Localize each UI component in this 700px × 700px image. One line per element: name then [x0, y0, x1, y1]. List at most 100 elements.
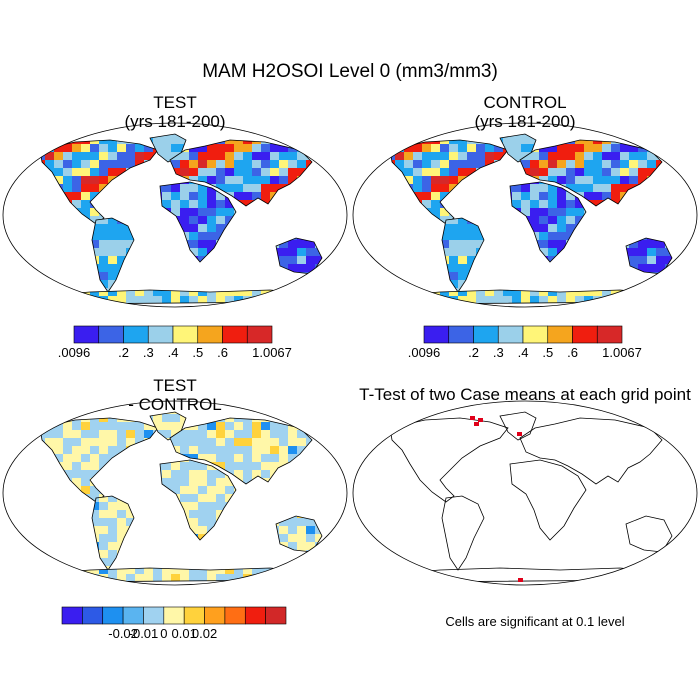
- grid-cell: [171, 208, 181, 217]
- grid-cell: [54, 152, 64, 161]
- grid-cell: [45, 120, 54, 128]
- grid-cell: [45, 184, 54, 192]
- grid-cell: [288, 224, 297, 232]
- grid-cell: [99, 200, 108, 208]
- grid-cell: [63, 272, 72, 280]
- grid-cell: [261, 128, 270, 136]
- grid-cell: [27, 152, 36, 160]
- grid-cell: [45, 184, 54, 192]
- grid-cell: [297, 280, 306, 288]
- grid-cell: [160, 208, 163, 217]
- grid-cell: [72, 280, 81, 288]
- grid-cell: [135, 176, 144, 184]
- grid-cell: [333, 264, 342, 272]
- grid-cell: [207, 232, 217, 241]
- grid-cell: [0, 256, 9, 264]
- grid-cell: [189, 264, 198, 272]
- grid-cell: [135, 232, 144, 240]
- grid-cell: [126, 280, 135, 288]
- grid-cell: [333, 296, 342, 304]
- grid-cell: [162, 216, 171, 224]
- grid-cell: [18, 216, 27, 224]
- grid-cell: [252, 304, 261, 312]
- grid-cell: [243, 272, 252, 280]
- grid-cell: [243, 248, 252, 256]
- grid-cell: [72, 232, 81, 240]
- grid-cell: [162, 176, 171, 184]
- grid-cell: [36, 144, 45, 152]
- grid-cell: [72, 248, 81, 256]
- grid-cell: [54, 208, 63, 216]
- grid-cell: [27, 232, 36, 240]
- grid-cell: [306, 168, 312, 177]
- grid-cell: [306, 136, 315, 144]
- grid-cell: [279, 224, 288, 232]
- grid-cell: [171, 120, 180, 128]
- grid-cell: [54, 136, 63, 144]
- grid-cell: [153, 128, 162, 136]
- grid-cell: [270, 216, 279, 224]
- grid-cell: [81, 272, 90, 280]
- grid-cell: [153, 168, 162, 176]
- grid-cell: [9, 192, 18, 200]
- grid-cell: [63, 304, 72, 312]
- grid-cell: [45, 176, 54, 184]
- grid-cell: [36, 304, 45, 312]
- grid-cell: [207, 272, 216, 280]
- grid-cell: [225, 224, 235, 233]
- grid-cell: [306, 184, 315, 192]
- grid-cell: [153, 200, 158, 209]
- grid-cell: [9, 232, 18, 240]
- grid-cell: [189, 168, 199, 177]
- grid-cell: [126, 200, 136, 209]
- grid-cell: [243, 208, 252, 216]
- grid-cell: [189, 280, 198, 288]
- grid-cell: [288, 272, 297, 280]
- grid-cell: [0, 144, 9, 152]
- grid-cell: [225, 256, 235, 262]
- grid-cell: [306, 304, 315, 312]
- grid-cell: [252, 216, 261, 224]
- grid-cell: [324, 280, 333, 288]
- grid-cell: [81, 224, 90, 232]
- grid-cell: [18, 264, 27, 272]
- grid-cell: [18, 152, 27, 160]
- grid-cell: [72, 224, 81, 232]
- grid-cell: [171, 216, 181, 225]
- grid-cell: [135, 176, 145, 185]
- grid-cell: [207, 280, 216, 288]
- grid-cell: [9, 200, 18, 208]
- grid-cell: [0, 152, 9, 160]
- grid-cell: [288, 184, 298, 193]
- grid-cell: [279, 296, 288, 304]
- grid-cell: [234, 272, 243, 280]
- grid-cell: [126, 256, 135, 264]
- grid-cell: [306, 176, 315, 184]
- grid-cell: [63, 272, 72, 280]
- grid-cell: [99, 200, 108, 208]
- grid-cell: [324, 224, 333, 232]
- grid-cell: [306, 184, 315, 192]
- grid-cell: [45, 248, 54, 256]
- grid-cell: [144, 160, 154, 169]
- grid-cell: [27, 152, 36, 160]
- grid-cell: [306, 296, 315, 304]
- grid-cell: [135, 224, 144, 232]
- grid-cell: [171, 304, 180, 312]
- grid-cell: [333, 304, 342, 312]
- grid-cell: [27, 296, 36, 304]
- grid-cell: [252, 216, 261, 224]
- grid-cell: [45, 232, 54, 240]
- grid-cell: [279, 208, 288, 216]
- grid-cell: [153, 168, 162, 176]
- grid-cell: [297, 304, 306, 312]
- grid-cell: [306, 296, 315, 304]
- grid-cell: [54, 232, 63, 240]
- grid-cell: [261, 240, 270, 248]
- grid-cell: [333, 280, 342, 288]
- grid-cell: [207, 280, 216, 288]
- grid-cell: [117, 200, 126, 208]
- grid-cell: [36, 256, 45, 264]
- grid-cell: [36, 120, 45, 128]
- grid-cell: [45, 136, 54, 144]
